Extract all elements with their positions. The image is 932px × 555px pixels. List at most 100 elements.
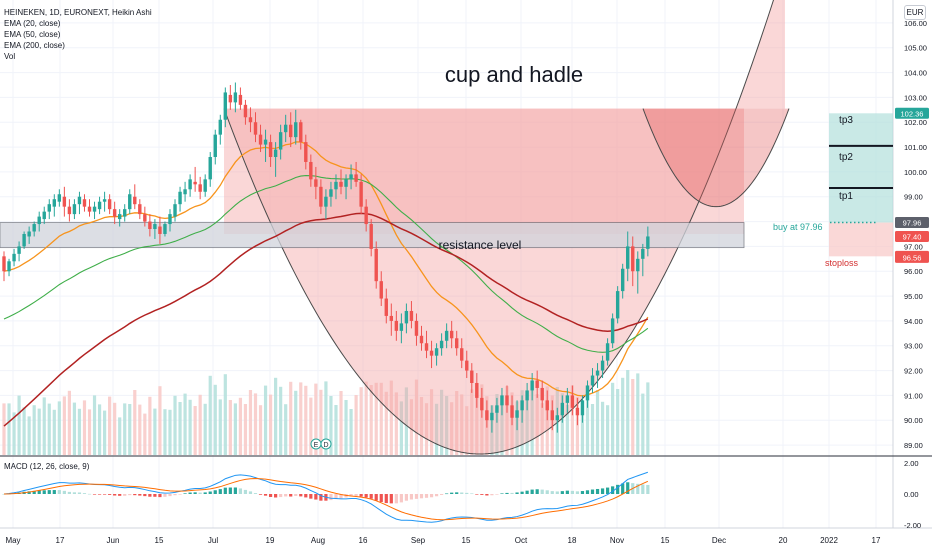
volume-bar (414, 379, 419, 455)
macd-histogram-bar (485, 494, 489, 496)
pattern-title: cup and hadle (445, 62, 583, 87)
candle-body (646, 236, 650, 249)
volume-bar (540, 403, 544, 455)
volume-bar (263, 385, 268, 455)
stoploss-zone (829, 222, 893, 257)
macd-histogram-bar (530, 489, 534, 494)
candle-body (610, 318, 615, 344)
candle-body (97, 201, 102, 210)
volume-bar (606, 405, 610, 455)
macd-histogram-bar (87, 493, 92, 495)
volume-bar (359, 387, 363, 455)
candle-body (449, 330, 454, 339)
stoploss-label: stoploss (825, 258, 859, 268)
indicator-vol[interactable]: Vol (4, 52, 16, 61)
macd-histogram-bar (450, 492, 454, 494)
macd-pane: 2.00 0.00 -2.00 (2, 459, 921, 530)
candle-body (208, 157, 212, 180)
macd-histogram-bar (560, 491, 564, 494)
volume-bar (500, 400, 504, 455)
candle-body (374, 248, 378, 282)
macd-histogram-bar (626, 482, 630, 494)
candle-body (641, 248, 645, 259)
macd-histogram-bar (369, 494, 373, 499)
symbol-line[interactable]: HEINEKEN, 1D, EURONEXT, Heikin Ashi (4, 8, 152, 17)
volume-bar (450, 402, 454, 455)
candle-body (540, 387, 544, 401)
macd-histogram-bar (42, 490, 46, 494)
volume-bar (475, 392, 479, 455)
volume-bar (118, 417, 122, 455)
volume-bar (354, 395, 358, 455)
y-tick-label: 91.00 (904, 391, 923, 400)
signal-line (3, 478, 649, 521)
candle-body (399, 323, 404, 331)
volume-bar (123, 403, 127, 455)
macd-histogram-bar (203, 492, 207, 494)
macd-histogram-bar (153, 494, 157, 497)
volume-bar (223, 374, 227, 455)
x-tick-label: 16 (359, 536, 368, 545)
volume-bar (57, 401, 61, 455)
candle-body (515, 410, 519, 418)
volume-bar (163, 409, 167, 455)
volume-bar (178, 402, 182, 455)
volume-bar (243, 404, 248, 455)
candle-body (17, 246, 21, 254)
macd-histogram-bar (475, 494, 479, 495)
candle-body (52, 199, 56, 207)
volume-bar (148, 396, 152, 455)
macd-histogram-bar (178, 494, 182, 495)
macd-histogram-bar (258, 494, 263, 495)
macd-histogram-bar (52, 490, 56, 494)
candle-body (359, 181, 363, 207)
volume-bar (299, 382, 303, 455)
volume-bar (7, 403, 11, 455)
candle-body (500, 395, 504, 406)
volume-bar (188, 399, 192, 455)
macd-histogram-bar (641, 484, 645, 494)
candle-body (168, 214, 172, 225)
indicator-ema50[interactable]: EMA (50, close) (4, 30, 61, 39)
macd-histogram-bar (213, 490, 217, 494)
volume-bar (193, 406, 197, 455)
macd-histogram-bar (445, 493, 449, 495)
candle-body (183, 189, 187, 195)
volume-bar (631, 379, 635, 455)
macd-histogram-bar (274, 494, 278, 498)
currency-button[interactable]: EUR (904, 5, 926, 20)
macd-histogram-bar (223, 487, 227, 494)
volume-bar (480, 384, 484, 455)
volume-bar (319, 389, 323, 455)
candle-body (319, 186, 323, 207)
candle-body (193, 181, 197, 185)
volume-bar (429, 389, 434, 455)
macd-histogram-bar (575, 491, 580, 494)
candle-body (636, 258, 640, 272)
macd-histogram-bar (284, 494, 288, 497)
volume-bar (616, 389, 620, 455)
candle-body (128, 194, 132, 210)
volume-bar (228, 400, 232, 455)
y-tick-label: 93.00 (904, 342, 923, 351)
dividend-marker (320, 438, 332, 450)
macd-histogram-bar (389, 494, 393, 504)
volume-bar (274, 377, 278, 455)
volume-bar (173, 395, 177, 455)
indicator-ema200[interactable]: EMA (200, close) (4, 41, 65, 50)
volume-bars (2, 370, 650, 455)
macd-histogram-bar (555, 491, 559, 494)
buy-label: buy at 97.96 (773, 222, 823, 232)
macd-histogram-bar (304, 494, 308, 498)
volume-bar (324, 381, 328, 455)
indicator-ema20[interactable]: EMA (20, close) (4, 19, 61, 28)
price-tag-text: 97.40 (903, 232, 922, 241)
candle-body (434, 348, 439, 356)
macd-histogram-bar (82, 493, 87, 494)
candle-body (429, 350, 434, 356)
candle-body (314, 179, 318, 187)
x-tick-label: Aug (311, 536, 325, 545)
macd-histogram-bar (570, 490, 574, 494)
